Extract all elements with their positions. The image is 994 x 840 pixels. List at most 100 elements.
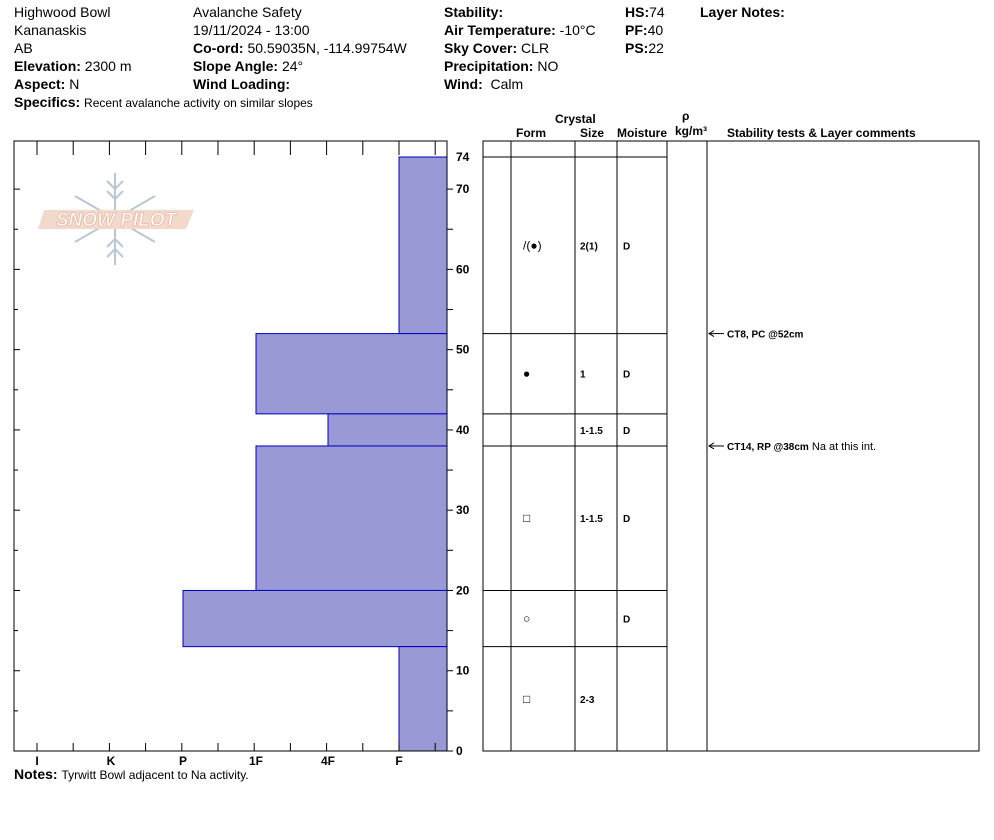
moisture-1: D (623, 370, 630, 381)
hs: HS:74 (625, 4, 665, 20)
ps-label: PS: (625, 40, 649, 56)
depth-label-50: 50 (456, 343, 470, 357)
ps-value: 22 (648, 40, 664, 56)
sky-value: CLR (521, 40, 550, 56)
region: Kananaskis (14, 22, 87, 38)
precipitation: Precipitation: NO (444, 58, 558, 74)
stability-label: Stability: (444, 4, 504, 20)
snowpilot-logo: SNOW PILOT (38, 173, 194, 265)
hardness-bar-0 (398, 156, 448, 335)
test-arrow-head-0 (708, 330, 715, 338)
col-crystal: Crystal (555, 112, 596, 126)
depth-label-20: 20 (456, 583, 470, 597)
pf-value: 40 (647, 22, 664, 38)
aspect-value: N (69, 76, 80, 92)
specifics-value: Recent avalanche activity on similar slo… (84, 96, 313, 110)
col-moisture: Moisture (617, 126, 668, 140)
aspect: Aspect: N (14, 76, 79, 92)
depth-label-10: 10 (456, 664, 470, 678)
hardness-label-K: K (107, 754, 116, 768)
wind-value: Calm (490, 76, 524, 92)
hs-value: 74 (649, 4, 665, 20)
test-result-0: CT8, PC @52cm (727, 330, 804, 341)
coord-label: Co-ord: (193, 40, 244, 56)
depth-label-30: 30 (456, 503, 470, 517)
moisture-4: D (623, 615, 630, 626)
notes-value: Tyrwitt Bowl adjacent to Na activity. (61, 768, 249, 782)
hardness-label-I: I (35, 754, 38, 768)
hardness-bar-1 (255, 333, 448, 415)
crystal-form-5: □ (523, 692, 530, 706)
crystal-form-1: ● (523, 367, 530, 381)
organization: Avalanche Safety (193, 4, 302, 20)
col-comments: Stability tests & Layer comments (727, 126, 916, 140)
crystal-size-0: 2(1) (580, 241, 598, 252)
hardness-label-1F: 1F (249, 754, 263, 768)
test-arrow-head-1 (708, 442, 715, 450)
col-rho: ρ (682, 109, 690, 123)
aspect-label: Aspect: (14, 76, 66, 92)
pf-label: PF: (625, 22, 648, 38)
air-temperature: Air Temperature: -10°C (444, 22, 596, 38)
test-label-1: CT14, RP @38cm Na at this int. (727, 441, 876, 453)
elevation-label: Elevation: (14, 58, 81, 74)
hardness-bar-4 (182, 589, 448, 648)
hardness-bar-2 (327, 413, 448, 447)
test-note-1: Na at this int. (809, 441, 876, 453)
moisture-0: D (623, 241, 630, 252)
precip-value: NO (537, 58, 559, 74)
precip-label: Precipitation: (444, 58, 534, 74)
wind: Wind: Calm (444, 76, 523, 92)
crystal-size-2: 1-1.5 (580, 426, 603, 437)
depth-label-60: 60 (456, 262, 470, 276)
crystal-size-5: 2-3 (580, 695, 595, 706)
col-form: Form (516, 126, 546, 140)
ps: PS:22 (625, 40, 664, 56)
test-label-0: CT8, PC @52cm (727, 330, 804, 341)
sky-cover: Sky Cover: CLR (444, 40, 549, 56)
test-result-1: CT14, RP @38cm (727, 442, 809, 453)
depth-label-0: 0 (456, 744, 463, 758)
hardness-bar-3 (255, 445, 448, 591)
elevation: Elevation: 2300 m (14, 58, 132, 74)
slope-label: Slope Angle: (193, 58, 279, 74)
notes-label: Notes: (14, 766, 58, 782)
hardness-bar-5 (398, 646, 448, 752)
stability: Stability: (444, 4, 503, 20)
col-size: Size (580, 126, 605, 140)
crystal-size-1: 1 (580, 370, 586, 381)
pf: PF:40 (625, 22, 663, 38)
crystal-form-0: /(●) (523, 238, 542, 252)
logo-text: SNOW PILOT (56, 210, 178, 231)
location: Highwood Bowl (14, 4, 111, 20)
depth-label-70: 70 (456, 182, 470, 196)
province: AB (14, 40, 33, 56)
hardness-label-F: F (395, 754, 402, 768)
layer-notes-label: Layer Notes: (700, 4, 785, 20)
coordinates: Co-ord: 50.59035N, -114.99754W (193, 40, 407, 56)
crystal-size-3: 1-1.5 (580, 514, 603, 525)
coord-value: 50.59035N, -114.99754W (247, 40, 407, 56)
elevation-value: 2300 m (84, 58, 132, 74)
sky-label: Sky Cover: (444, 40, 518, 56)
hardness-label-P: P (179, 754, 187, 768)
wind-label: Wind: (444, 76, 483, 92)
crystal-form-4: ○ (523, 612, 530, 626)
wind-loading: Wind Loading: (193, 76, 290, 92)
moisture-3: D (623, 514, 630, 525)
air-temp-value: -10°C (559, 22, 596, 38)
profile-frame (13, 140, 448, 752)
col-density-unit: kg/m³ (675, 124, 708, 138)
air-temp-label: Air Temperature: (444, 22, 556, 38)
hs-label: HS: (625, 4, 650, 20)
specifics: Specifics: Recent avalanche activity on … (14, 94, 313, 111)
specifics-label: Specifics: (14, 94, 81, 110)
depth-label-74: 74 (456, 150, 470, 164)
depth-label-40: 40 (456, 423, 470, 437)
datetime: 19/11/2024 - 13:00 (193, 22, 310, 38)
moisture-2: D (623, 426, 630, 437)
slope-angle: Slope Angle: 24° (193, 58, 303, 74)
notes: Notes: Tyrwitt Bowl adjacent to Na activ… (14, 766, 249, 783)
wind-loading-label: Wind Loading: (193, 76, 291, 92)
